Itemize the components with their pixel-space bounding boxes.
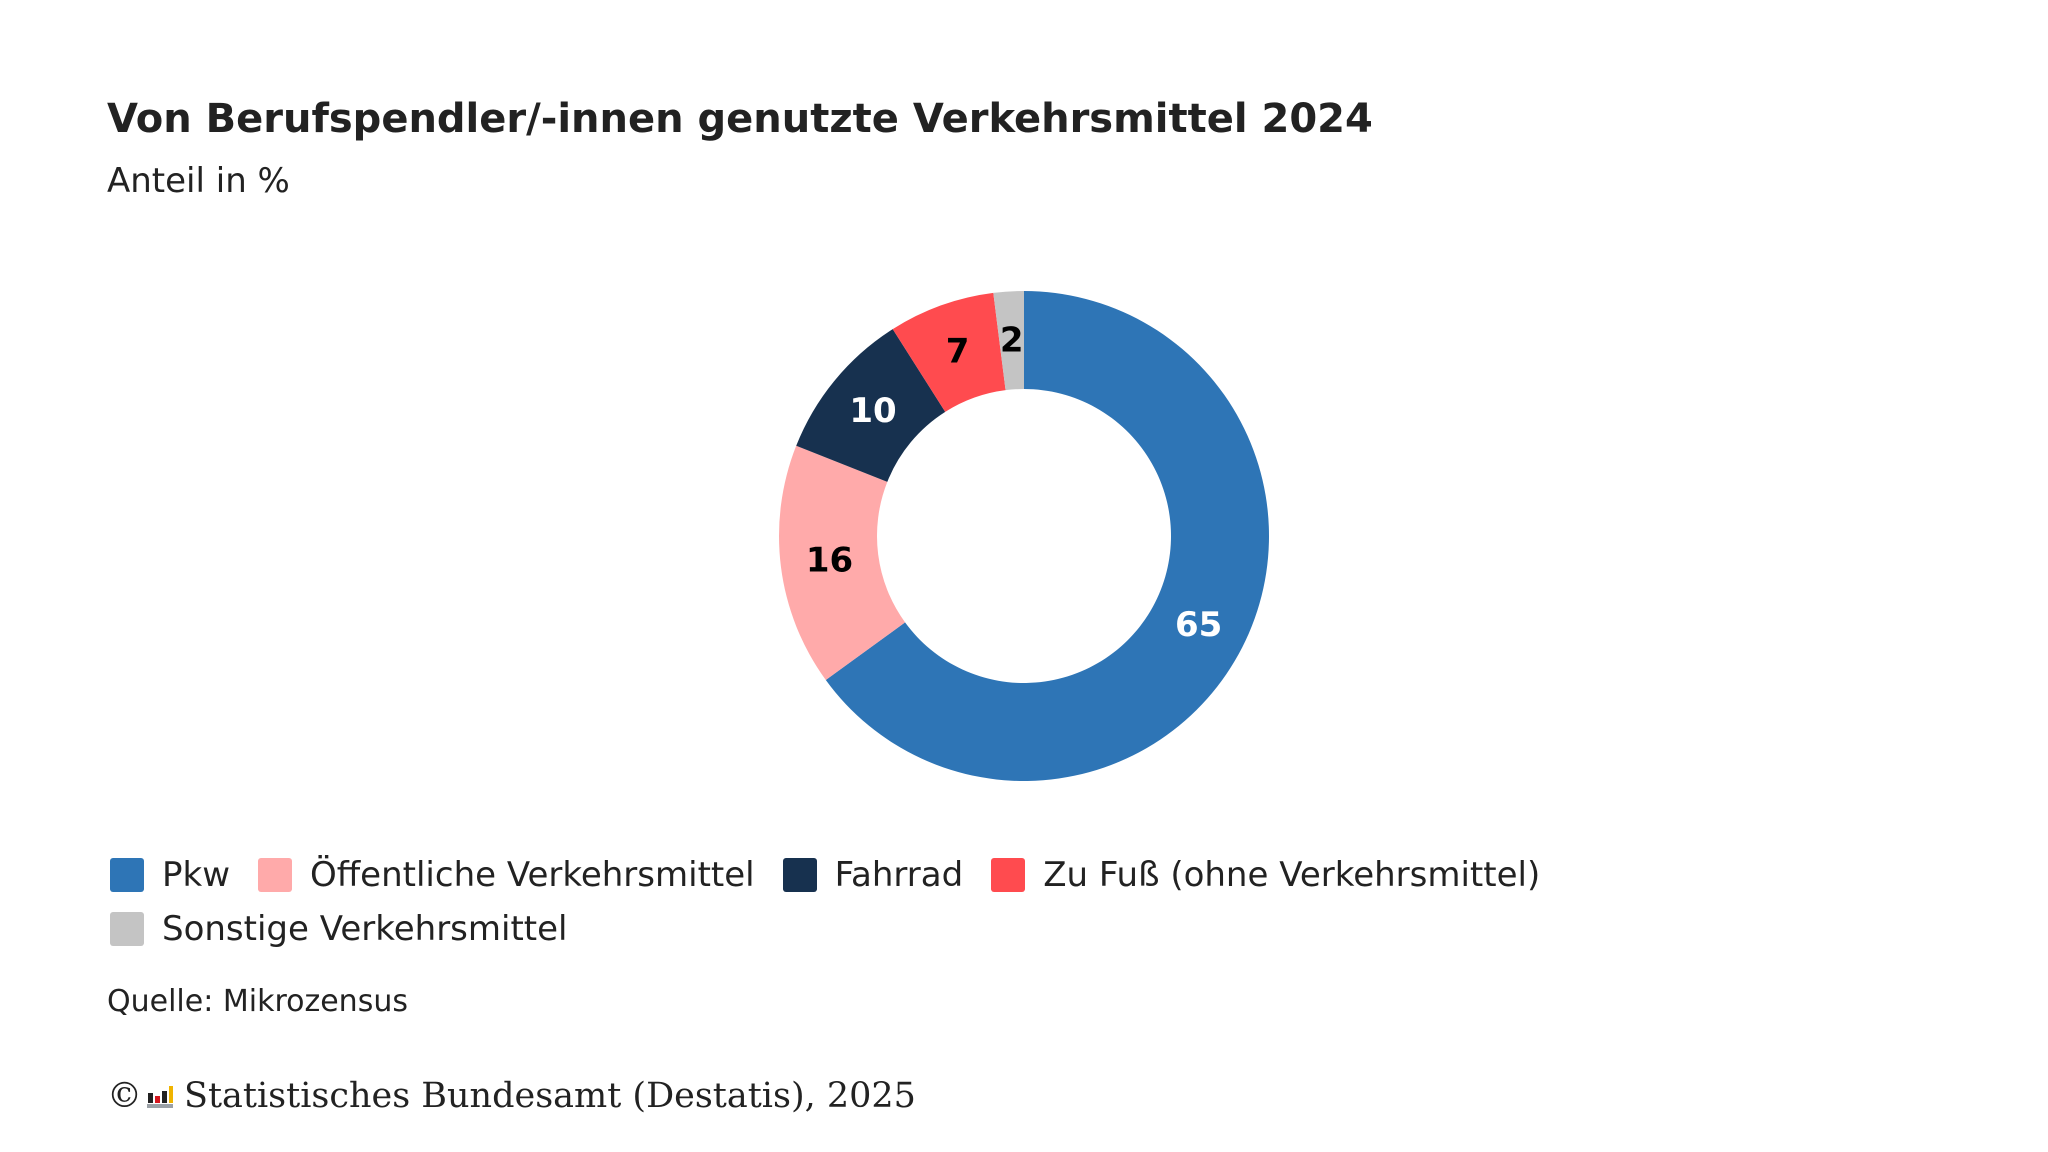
- slice-value-label: 2: [1000, 320, 1024, 360]
- slice-value-label: 16: [806, 541, 853, 581]
- copyright-line: © Statistisches Bundesamt (Destatis), 20…: [107, 1076, 916, 1116]
- legend-item-pkw: Pkw: [110, 855, 230, 895]
- legend-item-zu-fuss: Zu Fuß (ohne Verkehrsmittel): [991, 855, 1540, 895]
- legend-label: Pkw: [162, 855, 230, 895]
- source-note: Quelle: Mikrozensus: [107, 984, 408, 1019]
- legend-label: Sonstige Verkehrsmittel: [162, 909, 568, 949]
- legend-swatch: [110, 912, 144, 946]
- donut-slice: [796, 329, 946, 482]
- destatis-bar-logo-icon: [146, 1083, 174, 1109]
- donut-slice: [825, 291, 1269, 782]
- donut-slice: [892, 292, 1006, 412]
- legend-item-sonstige: Sonstige Verkehrsmittel: [110, 909, 567, 949]
- copyright-text: Statistisches Bundesamt (Destatis), 2025: [184, 1076, 916, 1116]
- legend-item-fahrrad: Fahrrad: [782, 855, 964, 895]
- chart-title: Von Berufspendler/-innen genutzte Verkeh…: [107, 96, 1373, 142]
- slice-value-label: 10: [849, 391, 896, 431]
- legend-swatch: [782, 858, 817, 892]
- legend-swatch: [258, 858, 292, 892]
- chart-legend: Pkw Öffentliche Verkehrsmittel Fahrrad Z…: [110, 848, 1810, 956]
- donut-slice: [993, 291, 1024, 391]
- chart-subtitle: Anteil in %: [107, 161, 290, 201]
- slice-value-label: 65: [1175, 605, 1222, 645]
- legend-label: Öffentliche Verkehrsmittel: [310, 855, 755, 895]
- donut-slice: [779, 445, 906, 681]
- legend-label: Zu Fuß (ohne Verkehrsmittel): [1043, 855, 1541, 895]
- legend-row: Sonstige Verkehrsmittel: [110, 902, 1810, 956]
- slice-value-label: 7: [946, 332, 970, 372]
- copyright-symbol: ©: [107, 1076, 142, 1116]
- donut-chart: 65 16 10 7 2: [779, 291, 1269, 782]
- legend-swatch: [991, 858, 1026, 892]
- legend-item-oepnv: Öffentliche Verkehrsmittel: [258, 855, 755, 895]
- legend-swatch: [110, 858, 144, 892]
- legend-label: Fahrrad: [834, 855, 964, 895]
- legend-row: Pkw Öffentliche Verkehrsmittel Fahrrad Z…: [110, 848, 1810, 902]
